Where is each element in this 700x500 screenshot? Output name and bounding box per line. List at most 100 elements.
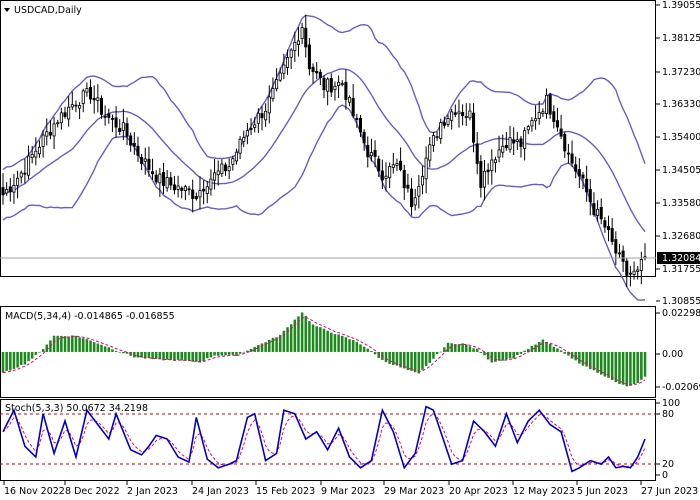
macd-bar <box>268 339 271 352</box>
candle-body <box>169 177 173 186</box>
candle-body <box>337 81 341 86</box>
candle-body <box>351 98 355 117</box>
candle-body <box>256 112 260 124</box>
candle-body <box>348 96 352 103</box>
macd-bar <box>297 316 300 352</box>
macd-bar <box>118 351 121 353</box>
macd-bar <box>227 351 231 355</box>
candle-body <box>373 150 377 157</box>
macd-bar <box>567 351 570 356</box>
candle-body <box>143 158 147 162</box>
candle-body <box>27 155 31 176</box>
macd-bar <box>330 332 333 352</box>
macd-bar <box>264 342 267 352</box>
candle-body <box>78 105 82 109</box>
candle-body <box>63 112 67 118</box>
macd-bar <box>589 351 592 370</box>
candle-body <box>570 153 574 164</box>
macd-bar <box>443 347 446 352</box>
candle-body <box>70 104 74 108</box>
candle-body <box>388 166 392 179</box>
candle-body <box>340 83 344 86</box>
macd-bar <box>154 351 158 359</box>
macd-bar <box>282 330 286 352</box>
macd-bar <box>78 337 81 352</box>
macd-bar <box>392 351 395 365</box>
macd-bar <box>578 351 581 364</box>
candle-body <box>435 136 439 139</box>
macd-bar <box>497 351 501 361</box>
current-price-label: 1.32084 <box>662 253 700 264</box>
macd-bar <box>402 351 406 369</box>
macd-bar <box>472 348 475 352</box>
candle-body <box>599 207 603 220</box>
candle-body <box>318 71 322 78</box>
candle-body <box>366 144 370 158</box>
candle-body <box>59 112 63 124</box>
macd-bar <box>333 334 337 352</box>
macd-bar <box>209 351 213 358</box>
macd-bar <box>362 346 366 352</box>
candle-body <box>402 170 406 189</box>
candle-body <box>37 146 42 155</box>
candle-body <box>406 184 410 189</box>
candle-body <box>125 123 129 137</box>
time-tick-label: 16 Nov 2022 <box>4 486 65 497</box>
candle-body <box>497 149 501 158</box>
time-tick-label: 24 Jan 2023 <box>192 486 249 497</box>
candle-body <box>391 164 395 168</box>
candle-body <box>457 111 461 115</box>
macd-bar <box>92 342 96 352</box>
dropdown-triangle-icon[interactable] <box>4 8 10 12</box>
candle-body <box>534 118 538 122</box>
candle-body <box>468 110 472 119</box>
candle-body <box>202 188 206 192</box>
candle-body <box>424 157 428 180</box>
candle-body <box>107 113 111 118</box>
macd-bar <box>246 350 249 352</box>
candle-body <box>322 77 326 91</box>
macd-bar <box>85 339 89 352</box>
candle-body <box>223 164 228 172</box>
macd-bar <box>180 351 184 361</box>
macd-bar <box>63 336 67 352</box>
macd-bar <box>231 351 235 355</box>
macd-bar <box>610 351 614 380</box>
macd-bar <box>424 351 428 366</box>
macd-bar <box>173 351 176 361</box>
macd-bar <box>599 351 603 375</box>
macd-bar <box>373 351 377 355</box>
macd-bar <box>198 351 202 363</box>
macd-bar <box>417 351 421 374</box>
candle-body <box>399 160 403 170</box>
macd-bar <box>52 335 56 352</box>
candle-body <box>136 145 140 156</box>
candle-body <box>515 139 519 142</box>
macd-bar <box>359 344 362 352</box>
macd-label: MACD(5,34,4) -0.014865 -0.016855 <box>5 311 175 322</box>
candle-body <box>110 118 114 120</box>
candle-body <box>151 171 155 175</box>
macd-bar <box>348 339 351 352</box>
candle-body <box>453 112 457 115</box>
candle-body <box>114 117 118 128</box>
candle-body <box>486 169 490 173</box>
candle-body <box>439 122 443 139</box>
candle-body <box>355 118 359 120</box>
candle-body <box>56 122 60 125</box>
macd-bar <box>60 335 63 352</box>
stoch-k-line <box>2 405 646 473</box>
candle-body <box>267 96 271 114</box>
bollinger-lower-band <box>2 104 646 301</box>
macd-bar <box>242 351 246 353</box>
time-tick-label: 2 Jan 2023 <box>127 486 178 497</box>
candle-body <box>180 187 184 191</box>
candle-body <box>253 124 257 128</box>
candle-body <box>289 49 293 58</box>
candle-body <box>431 135 435 146</box>
candle-body <box>384 175 388 179</box>
candle-body <box>472 112 476 143</box>
macd-bar <box>107 347 111 352</box>
price-tick-label: 1.34505 <box>662 165 700 176</box>
